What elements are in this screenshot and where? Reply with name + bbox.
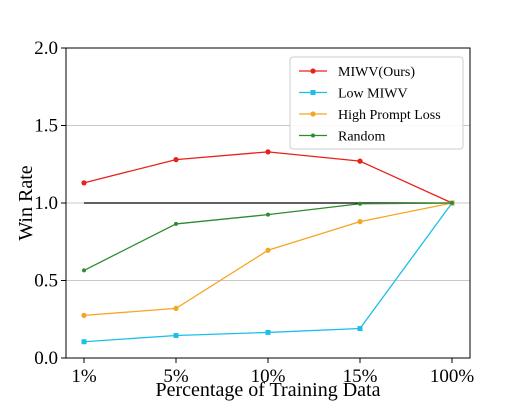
y-tick-label: 0.0 bbox=[34, 348, 58, 369]
data-point bbox=[358, 201, 362, 206]
legend-box bbox=[289, 56, 464, 150]
series-miwv-ours bbox=[81, 149, 455, 206]
legend-entry: MIWV(Ours) bbox=[299, 65, 415, 80]
data-point bbox=[450, 201, 454, 205]
series-line bbox=[83, 151, 453, 204]
y-tick-label: 1.5 bbox=[34, 116, 58, 137]
data-point bbox=[81, 180, 87, 186]
x-tick-label: 10% bbox=[251, 366, 286, 387]
legend: MIWV(Ours) Low MIWV High Prompt Loss Random bbox=[289, 56, 464, 150]
data-point bbox=[265, 247, 271, 253]
data-point bbox=[357, 158, 363, 164]
data-point bbox=[173, 305, 179, 311]
y-axis-ticks: 0.0 0.5 1.0 1.5 2.0 bbox=[34, 38, 66, 369]
legend-entry: Low MIWV bbox=[299, 87, 408, 102]
series-group bbox=[81, 149, 455, 345]
x-tick-label: 100% bbox=[430, 366, 475, 387]
x-axis-label: Percentage of Training Data bbox=[156, 379, 381, 401]
data-point bbox=[82, 268, 86, 273]
legend-marker bbox=[310, 111, 316, 117]
data-point bbox=[357, 326, 363, 332]
y-tick-label: 2.0 bbox=[34, 38, 58, 59]
x-tick-label: 5% bbox=[163, 366, 189, 387]
legend-marker bbox=[311, 133, 315, 138]
y-tick-label: 0.5 bbox=[34, 271, 58, 292]
data-point bbox=[81, 339, 87, 345]
legend-marker bbox=[310, 90, 316, 95]
legend-entry: High Prompt Loss bbox=[299, 108, 441, 123]
data-point bbox=[265, 329, 271, 335]
series-high-prompt-loss bbox=[81, 200, 455, 318]
series-line bbox=[83, 202, 453, 317]
legend-label: High Prompt Loss bbox=[338, 108, 441, 123]
series-low-miwv bbox=[81, 200, 455, 345]
data-point bbox=[357, 219, 363, 225]
data-point bbox=[81, 312, 87, 318]
legend-label: MIWV(Ours) bbox=[338, 65, 415, 80]
data-point bbox=[173, 157, 179, 163]
x-axis-ticks: 1% 5% 10% 15% 100% bbox=[71, 358, 474, 387]
legend-label: Random bbox=[338, 130, 386, 145]
data-point bbox=[266, 212, 270, 217]
x-tick-label: 1% bbox=[71, 366, 97, 387]
x-tick-label: 15% bbox=[343, 366, 378, 387]
legend-marker bbox=[310, 68, 316, 74]
data-point bbox=[173, 333, 179, 339]
data-point bbox=[265, 149, 271, 155]
y-tick-label: 1.0 bbox=[34, 193, 58, 214]
legend-entry: Random bbox=[299, 130, 386, 145]
data-point bbox=[174, 221, 178, 226]
legend-label: Low MIWV bbox=[338, 87, 408, 102]
series-line bbox=[83, 202, 453, 343]
y-axis-label: Win Rate bbox=[15, 165, 37, 240]
series-random bbox=[82, 201, 454, 273]
